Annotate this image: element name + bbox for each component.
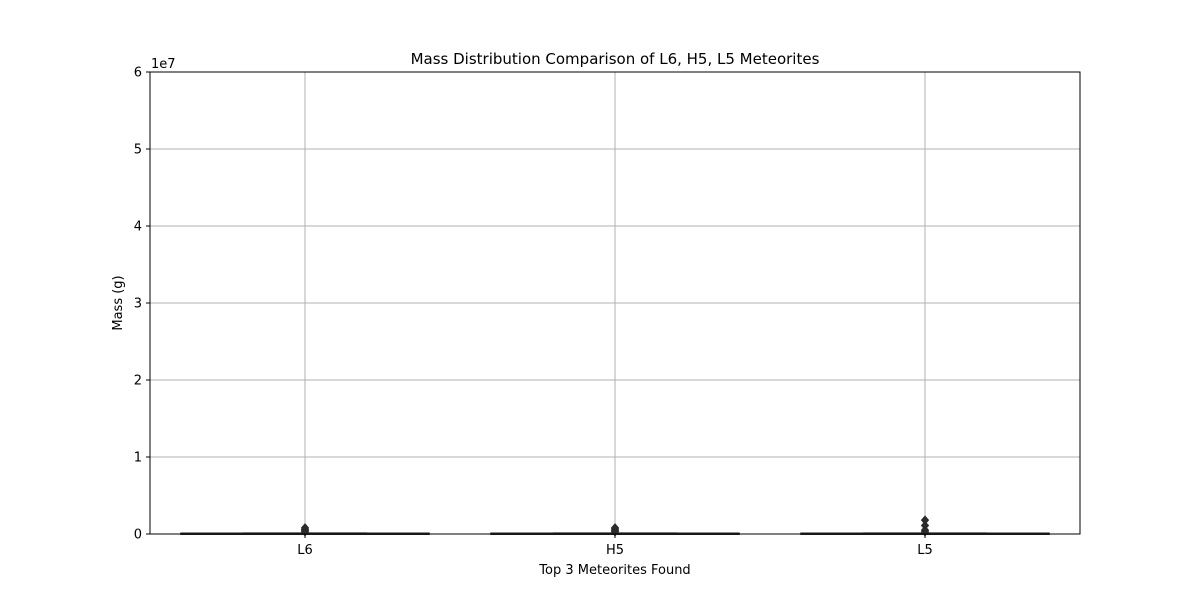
y-tick-label: 0 xyxy=(134,528,142,543)
axis-ticks: 0 1 2 3 4 5 6 L6 H5 L5 xyxy=(134,66,933,559)
outlier-point xyxy=(920,515,930,525)
y-tick-label: 4 xyxy=(134,220,142,235)
x-tick-label: L6 xyxy=(297,543,313,558)
grid-lines xyxy=(150,71,1080,535)
box-L5 xyxy=(800,515,1050,537)
x-tick-label: L5 xyxy=(917,543,933,558)
chart-title: Mass Distribution Comparison of L6, H5, … xyxy=(411,50,820,68)
y-tick-label: 2 xyxy=(134,374,142,389)
y-tick-label: 1 xyxy=(134,451,142,466)
y-tick-label: 5 xyxy=(134,143,142,158)
outlier-point xyxy=(300,523,310,533)
y-tick-label: 3 xyxy=(134,297,142,312)
outlier-point xyxy=(920,520,930,531)
outlier-point xyxy=(610,523,620,533)
y-axis-offset-label: 1e7 xyxy=(151,57,176,72)
x-tick-label: H5 xyxy=(606,543,624,558)
x-axis-label: Top 3 Meteorites Found xyxy=(538,563,690,578)
y-tick-label: 6 xyxy=(134,66,142,81)
y-axis-label: Mass (g) xyxy=(111,275,126,330)
